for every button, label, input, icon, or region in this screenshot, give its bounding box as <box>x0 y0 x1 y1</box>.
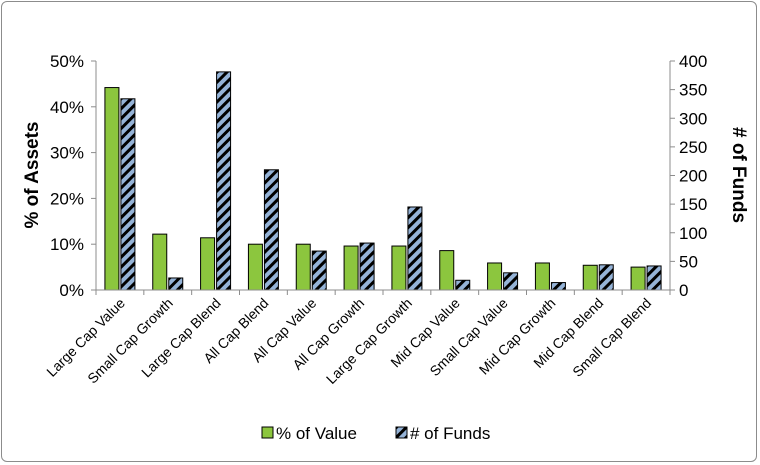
bar-number-of-funds <box>168 277 184 291</box>
bar-percent-of-value <box>295 243 311 291</box>
bar-percent-of-value <box>343 245 359 291</box>
left-tick-label: 50% <box>50 52 84 71</box>
bars <box>104 71 662 291</box>
bar-number-of-funds <box>311 250 327 291</box>
left-tick-label: 0% <box>59 281 84 300</box>
category-label: Large Cap Value <box>43 295 128 380</box>
bar-percent-of-value <box>391 245 407 291</box>
bar-percent-of-value <box>200 237 216 291</box>
right-tick-label: 300 <box>679 109 707 128</box>
right-tick-label: 200 <box>679 167 707 186</box>
bar-percent-of-value <box>152 233 168 291</box>
bar-number-of-funds <box>263 169 279 291</box>
bar-number-of-funds <box>598 264 614 291</box>
right-tick-label: 0 <box>679 281 688 300</box>
right-tick-label: 100 <box>679 224 707 243</box>
legend-label-value: % of Value <box>276 424 357 443</box>
right-tick-label: 250 <box>679 138 707 157</box>
right-tick-label: 150 <box>679 195 707 214</box>
legend: % of Value # of Funds <box>261 424 490 443</box>
bar-percent-of-value <box>104 87 120 291</box>
right-tick-label: 400 <box>679 52 707 71</box>
bar-percent-of-value <box>439 250 455 291</box>
bar-number-of-funds <box>407 206 423 291</box>
bar-percent-of-value <box>582 264 598 291</box>
y-axis-title-left: % of Assets <box>22 122 43 229</box>
category-label: Small Cap Growth <box>84 295 176 387</box>
category-label: Large Cap Growth <box>323 295 415 387</box>
bar-number-of-funds <box>646 265 662 291</box>
left-tick-label: 40% <box>50 98 84 117</box>
bar-percent-of-value <box>534 262 550 291</box>
axes <box>95 61 671 295</box>
bar-number-of-funds <box>455 279 471 291</box>
legend-swatch-funds <box>395 426 408 439</box>
bar-percent-of-value <box>487 262 503 291</box>
left-tick-label: 30% <box>50 144 84 163</box>
legend-label-funds: # of Funds <box>410 424 490 443</box>
y-axis-title-right: # of Funds <box>728 127 749 223</box>
left-axis-ticks: 0% 10% 20% 30% 40% 50% <box>50 52 96 300</box>
bar-number-of-funds <box>359 242 375 291</box>
left-tick-label: 10% <box>50 235 84 254</box>
legend-swatch-value <box>261 426 274 439</box>
left-tick-label: 20% <box>50 189 84 208</box>
right-axis-ticks: 0 50 100 150 200 250 300 350 400 <box>670 52 707 300</box>
bar-number-of-funds <box>550 282 566 291</box>
bar-number-of-funds <box>216 71 232 291</box>
bar-number-of-funds <box>503 272 519 291</box>
right-tick-label: 50 <box>679 252 698 271</box>
bar-percent-of-value <box>247 243 263 291</box>
bar-percent-of-value <box>630 266 646 291</box>
bar-number-of-funds <box>120 98 136 291</box>
right-tick-label: 350 <box>679 81 707 100</box>
